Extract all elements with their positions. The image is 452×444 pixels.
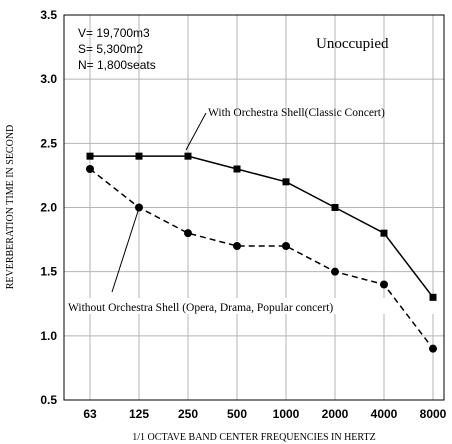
with-shell-point bbox=[184, 152, 192, 160]
with-shell-point bbox=[86, 152, 94, 160]
info-surface: S= 5,300m2 bbox=[78, 42, 143, 56]
without-shell-point bbox=[331, 267, 339, 276]
y-tick-label: 3.0 bbox=[40, 72, 57, 86]
x-tick-label: 1000 bbox=[273, 407, 300, 421]
with-shell-annotation: With Orchestra Shell(Classic Concert) bbox=[208, 107, 385, 119]
with-shell-point bbox=[282, 178, 290, 186]
x-axis-label: 1/1 OCTAVE BAND CENTER FREQUENCIES IN HE… bbox=[132, 432, 375, 443]
data-series bbox=[86, 152, 437, 353]
without-shell-line bbox=[89, 168, 434, 350]
without-shell-point bbox=[86, 165, 94, 173]
with-shell-line bbox=[90, 155, 434, 298]
x-tick-label: 125 bbox=[129, 407, 149, 421]
grid-lines bbox=[64, 15, 444, 400]
y-tick-label: 1.5 bbox=[40, 265, 57, 279]
with-shell-leader-line bbox=[185, 112, 207, 151]
x-tick-label: 2000 bbox=[322, 407, 349, 421]
without-shell-point bbox=[429, 344, 437, 353]
with-shell-point bbox=[331, 204, 339, 211]
x-tick-label: 63 bbox=[83, 407, 97, 421]
without-shell-point bbox=[135, 203, 143, 212]
x-tick-label: 8000 bbox=[420, 407, 447, 421]
without-shell-leader-line bbox=[111, 207, 140, 293]
y-tick-label: 1.0 bbox=[40, 329, 57, 343]
with-shell-point bbox=[135, 152, 143, 160]
y-tick-label: 2.5 bbox=[40, 136, 57, 150]
without-shell-point bbox=[184, 229, 192, 238]
x-tick-label: 4000 bbox=[371, 407, 398, 421]
y-tick-label: 3.5 bbox=[40, 8, 57, 22]
with-shell-point bbox=[429, 293, 437, 301]
y-tick-labels: 0.5 1.0 1.5 2.0 2.5 3.0 3.5 bbox=[40, 8, 57, 407]
info-seats: N= 1,800seats bbox=[78, 58, 156, 72]
x-tick-labels: 63 125 250 500 1000 2000 4000 8000 bbox=[83, 407, 446, 421]
without-shell-label-backdrop bbox=[66, 298, 434, 314]
y-tick-label: 2.0 bbox=[40, 201, 57, 215]
plot-frame bbox=[63, 14, 445, 401]
y-tick-label: 0.5 bbox=[40, 393, 57, 407]
with-shell-point bbox=[233, 165, 241, 173]
without-shell-point bbox=[282, 242, 290, 250]
with-shell-point bbox=[380, 229, 388, 237]
condition-label: Unoccupied bbox=[316, 36, 389, 52]
x-tick-label: 500 bbox=[227, 407, 247, 421]
y-axis-label: REVERBERATION TIME IN SECOND bbox=[5, 125, 16, 290]
info-volume: V= 19,700m3 bbox=[78, 26, 150, 40]
without-shell-point bbox=[233, 242, 241, 250]
x-tick-label: 250 bbox=[178, 407, 198, 421]
without-shell-point bbox=[380, 280, 388, 289]
without-shell-annotation: Without Orchestra Shell (Opera, Drama, P… bbox=[68, 302, 333, 314]
